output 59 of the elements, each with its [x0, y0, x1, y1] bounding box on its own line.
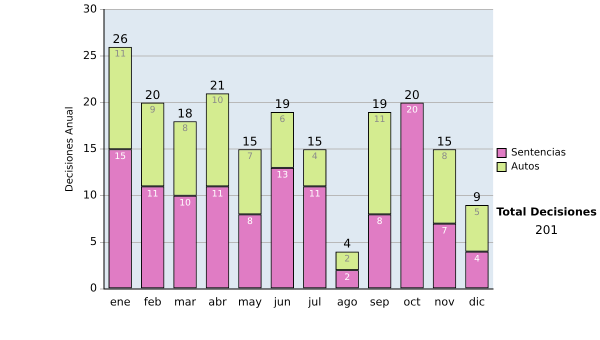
data-label: 13	[276, 170, 288, 181]
data-label: 2	[344, 254, 350, 264]
y-axis-title: Decisiones Anual	[64, 106, 76, 192]
total-label: 20	[404, 88, 420, 102]
data-label: 11	[212, 189, 224, 200]
text: 201	[535, 223, 558, 238]
data-label: 10	[179, 198, 192, 209]
data-label: 15	[114, 152, 126, 162]
data-label: 8	[442, 152, 448, 162]
y-tick-label: 0	[90, 282, 97, 295]
x-tick-label: abr	[208, 295, 228, 308]
data-label: 2	[344, 273, 350, 284]
data-label: 10	[212, 96, 224, 106]
data-label: 7	[247, 152, 253, 162]
data-label: 8	[247, 217, 254, 228]
data-label: 5	[474, 208, 480, 218]
data-label: 11	[374, 114, 386, 125]
legend-label: Autos	[511, 162, 540, 173]
x-tick-label: oct	[404, 295, 422, 308]
x-tick-label: jun	[272, 295, 291, 308]
total-label: 21	[210, 78, 226, 92]
x-tick-label: jul	[307, 295, 322, 308]
legend-label: Sentencias	[511, 148, 566, 159]
y-tick-label: 5	[90, 235, 97, 248]
total-label: 9	[473, 190, 481, 204]
y-tick-label: 10	[82, 188, 97, 202]
total-label: 4	[343, 236, 352, 251]
x-tick-label: sep	[370, 295, 390, 308]
data-label: 4	[474, 254, 480, 264]
text: Total Decisiones	[496, 205, 598, 218]
total-label: 15	[307, 134, 322, 148]
data-label: 20	[406, 106, 418, 116]
total-label: 18	[177, 106, 193, 120]
data-label: 6	[279, 114, 286, 125]
total-label: 20	[145, 88, 160, 102]
x-tick-label: dic	[468, 295, 485, 308]
data-label: 11	[146, 189, 158, 200]
data-label: 9	[150, 106, 156, 116]
data-label: 8	[182, 124, 188, 134]
data-label: 11	[114, 50, 126, 60]
data-label: 4	[312, 152, 318, 162]
total-label: 19	[274, 97, 290, 112]
y-tick-label: 25	[82, 48, 97, 62]
x-tick-label: may	[238, 295, 262, 308]
y-tick-label: 20	[82, 96, 97, 109]
y-tick-label: 30	[82, 2, 97, 16]
x-tick-label: feb	[144, 295, 162, 308]
y-tick-label: 15	[82, 142, 97, 156]
total-label: 26	[112, 32, 128, 46]
total-label: 15	[436, 134, 452, 148]
total-label: 15	[242, 134, 258, 148]
x-tick-label: ene	[110, 295, 131, 308]
data-label: 11	[309, 189, 321, 200]
x-tick-label: nov	[434, 295, 456, 308]
x-tick-label: ago	[336, 295, 358, 308]
total-label: 19	[372, 97, 388, 112]
x-tick-label: mar	[174, 295, 197, 308]
data-label: 7	[442, 226, 448, 236]
data-label: 8	[376, 217, 383, 228]
